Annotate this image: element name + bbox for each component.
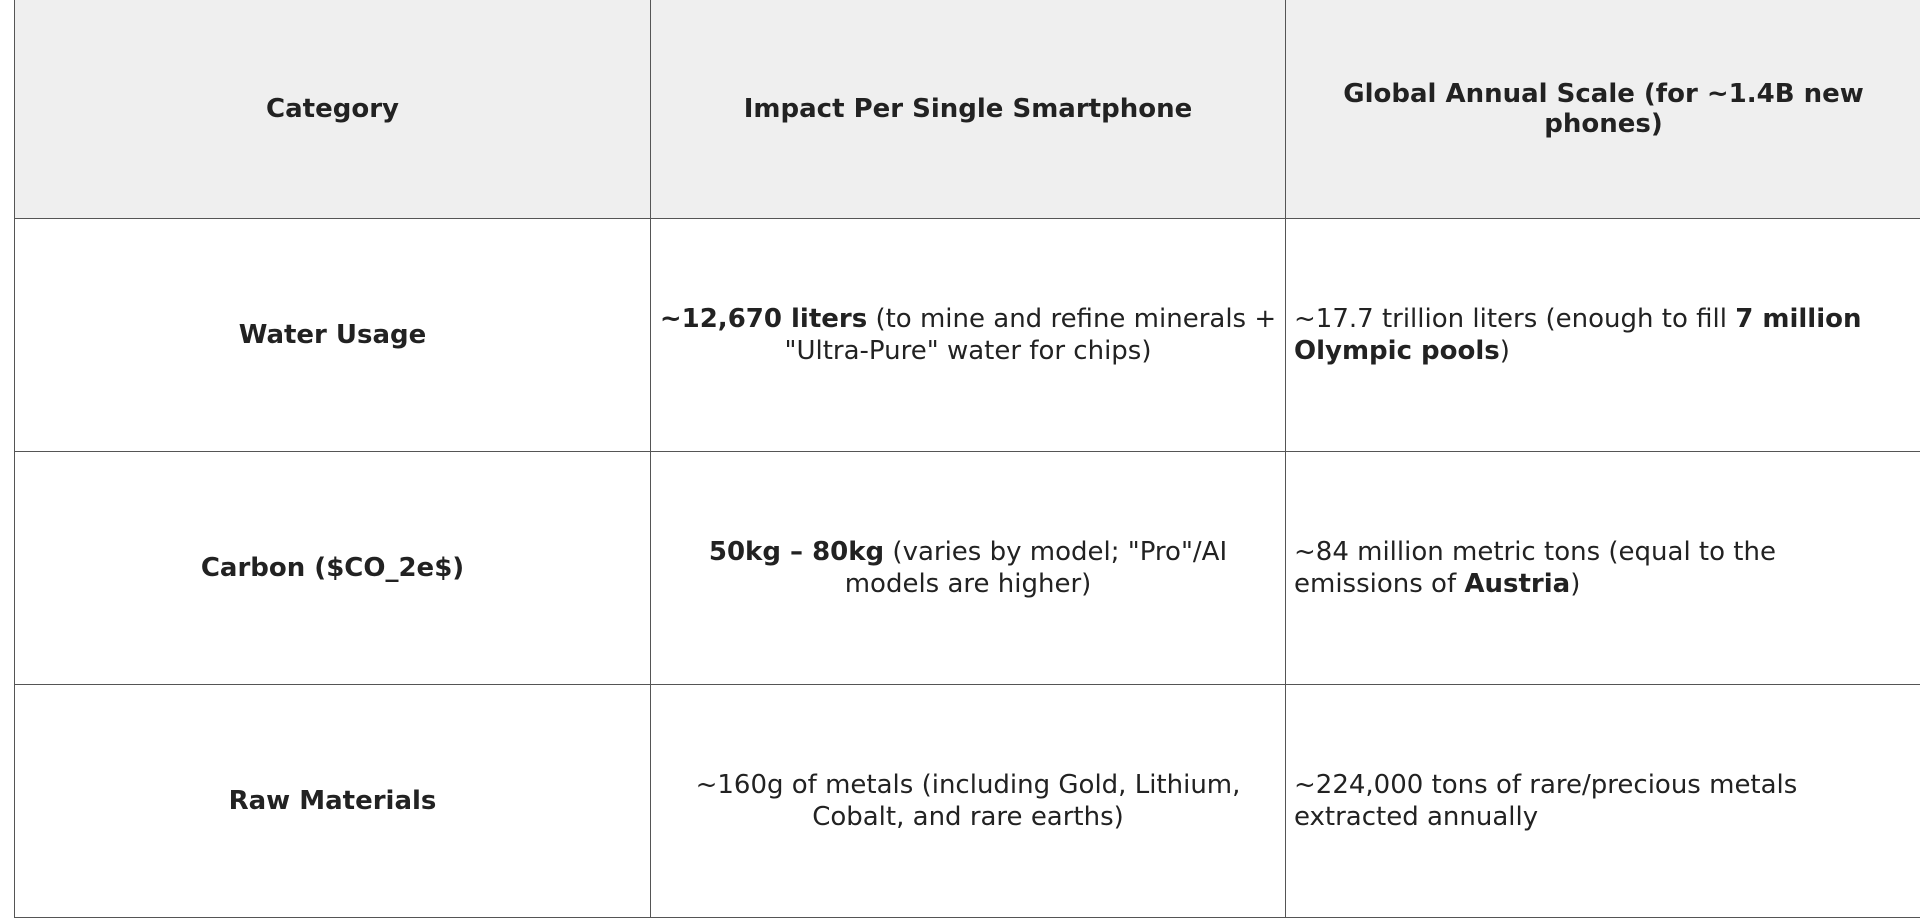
- category-cell: Raw Materials: [14, 684, 651, 918]
- table-row: Raw Materials ~160g of metals (including…: [14, 684, 1920, 918]
- impact-text: (varies by model; "Pro"/AI models are hi…: [844, 537, 1228, 599]
- global-text: ~84 million metric tons (equal to the em…: [1294, 537, 1776, 599]
- global-cell: ~224,000 tons of rare/precious metals ex…: [1285, 684, 1920, 918]
- global-highlight: 7 million Olympic pools: [1294, 304, 1862, 366]
- global-text: ~17.7 trillion liters (enough to fill: [1294, 304, 1736, 334]
- global-text-end: ): [1499, 336, 1510, 366]
- impact-cell: ~160g of metals (including Gold, Lithium…: [650, 684, 1286, 918]
- table-row: Water Usage ~12,670 liters (to mine and …: [14, 218, 1920, 452]
- impact-table: Category Impact Per Single Smartphone Gl…: [14, 0, 1920, 918]
- global-text: ~224,000 tons of rare/precious metals ex…: [1294, 770, 1798, 832]
- global-highlight: Austria: [1464, 569, 1571, 599]
- global-cell: ~17.7 trillion liters (enough to fill 7 …: [1285, 218, 1920, 452]
- impact-text: ~160g of metals (including Gold, Lithium…: [695, 770, 1241, 832]
- table-row: Carbon ($CO_2e$) 50kg – 80kg (varies by …: [14, 451, 1920, 685]
- global-text-end: ): [1570, 569, 1581, 599]
- global-cell: ~84 million metric tons (equal to the em…: [1285, 451, 1920, 685]
- impact-cell: 50kg – 80kg (varies by model; "Pro"/AI m…: [650, 451, 1286, 685]
- category-cell: Carbon ($CO_2e$): [14, 451, 651, 685]
- impact-text: (to mine and refine minerals + "Ultra-Pu…: [784, 304, 1277, 366]
- header-row: Category Impact Per Single Smartphone Gl…: [14, 0, 1920, 219]
- header-impact: Impact Per Single Smartphone: [650, 0, 1286, 219]
- category-cell: Water Usage: [14, 218, 651, 452]
- header-category: Category: [14, 0, 651, 219]
- impact-cell: ~12,670 liters (to mine and refine miner…: [650, 218, 1286, 452]
- impact-highlight: ~12,670 liters: [659, 304, 868, 334]
- header-global: Global Annual Scale (for ~1.4B new phone…: [1285, 0, 1920, 219]
- impact-highlight: 50kg – 80kg: [708, 537, 885, 567]
